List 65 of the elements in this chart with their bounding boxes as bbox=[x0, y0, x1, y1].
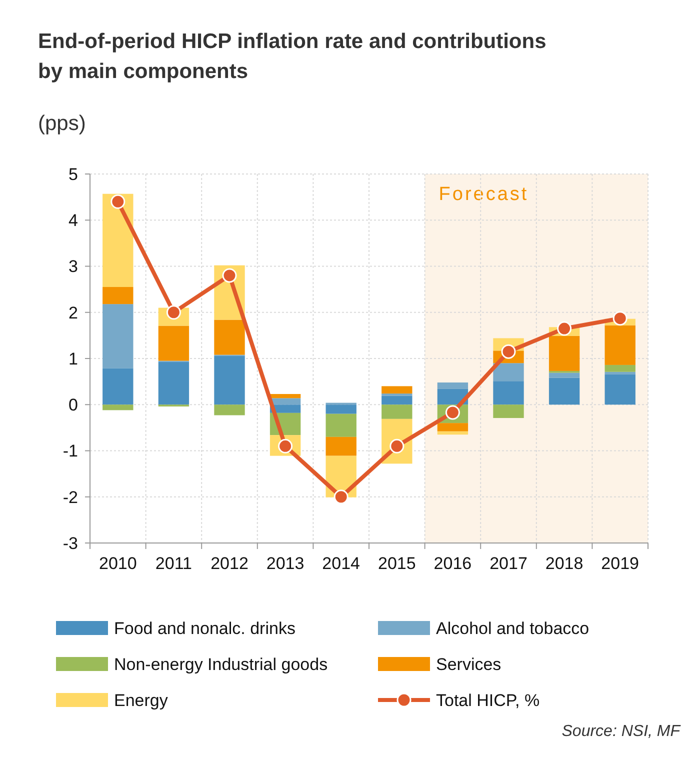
y-tick-label: -1 bbox=[62, 442, 78, 461]
point bbox=[501, 344, 516, 359]
x-tick-label: 2013 bbox=[266, 554, 304, 573]
y-tick-label: 5 bbox=[68, 164, 78, 184]
x-tick-label: 2010 bbox=[98, 554, 137, 573]
bar bbox=[437, 382, 468, 389]
bar bbox=[214, 320, 245, 355]
bar bbox=[548, 336, 580, 371]
x-tick-label: 2017 bbox=[490, 554, 528, 573]
bar bbox=[214, 356, 245, 405]
bar bbox=[604, 364, 636, 372]
y-tick-label: -3 bbox=[62, 534, 78, 553]
x-tick-label: 2018 bbox=[545, 554, 584, 573]
bar bbox=[548, 378, 580, 405]
bar bbox=[604, 325, 636, 365]
bar bbox=[437, 423, 468, 432]
bar bbox=[493, 381, 524, 405]
y-tick-label: 2 bbox=[68, 303, 78, 322]
point bbox=[557, 321, 572, 336]
bar bbox=[102, 304, 134, 368]
x-tick-label: 2019 bbox=[601, 554, 640, 573]
bar bbox=[102, 404, 134, 410]
bar bbox=[158, 326, 190, 361]
source-note: Source: NSI, MF bbox=[562, 723, 682, 740]
y-axis-title: (pps) bbox=[38, 112, 86, 135]
legend-label: Total HICP, % bbox=[436, 690, 540, 710]
point bbox=[222, 268, 237, 283]
bar bbox=[382, 396, 412, 405]
bar bbox=[382, 404, 412, 419]
x-tick-label: 2016 bbox=[434, 554, 472, 573]
bar bbox=[437, 431, 468, 435]
x-tick-label: 2014 bbox=[322, 554, 360, 573]
point bbox=[110, 194, 126, 209]
bar bbox=[326, 414, 356, 437]
legend-label: Alcohol and tobacco bbox=[436, 618, 590, 638]
bar bbox=[270, 398, 301, 405]
bar bbox=[102, 194, 134, 288]
bar bbox=[493, 404, 524, 418]
y-tick-label: 1 bbox=[68, 349, 78, 368]
x-tick-label: 2011 bbox=[155, 554, 192, 573]
bar bbox=[102, 287, 134, 304]
bar bbox=[548, 372, 580, 378]
band-label: Forecast bbox=[438, 184, 529, 205]
y-tick-label: 4 bbox=[68, 211, 78, 230]
y-tick-label: 3 bbox=[68, 257, 78, 276]
chart-title: End-of-period HICP inflation rate and contributions by main components bbox=[38, 30, 546, 83]
point bbox=[334, 490, 348, 504]
legend-label: Energy bbox=[114, 690, 168, 710]
y-tick-label: -2 bbox=[62, 488, 78, 507]
bar bbox=[158, 362, 190, 405]
y-tick-label: 0 bbox=[68, 396, 78, 415]
bar bbox=[326, 404, 356, 414]
x-tick-label: 2015 bbox=[378, 554, 416, 573]
bar bbox=[270, 394, 301, 398]
bar bbox=[604, 374, 636, 405]
bar bbox=[326, 436, 356, 456]
bar bbox=[493, 363, 524, 382]
bar bbox=[214, 404, 245, 416]
x-tick-label: 2012 bbox=[210, 554, 248, 573]
bar bbox=[102, 368, 134, 405]
legend-label: Food and nonalc. drinks bbox=[114, 618, 296, 638]
legend-label: Services bbox=[436, 654, 502, 674]
bar bbox=[382, 386, 412, 394]
point bbox=[612, 311, 628, 326]
legend-label: Non-energy Industrial goods bbox=[114, 654, 328, 674]
